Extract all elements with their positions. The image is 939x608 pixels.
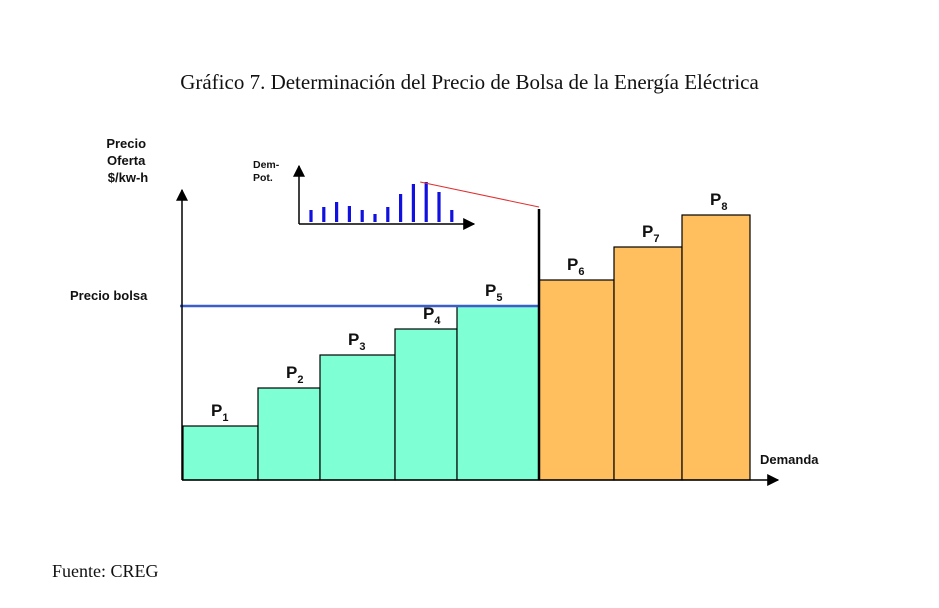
inset-y-label-line-2: Pot.: [253, 172, 273, 184]
bar-label-p5: P5: [485, 281, 502, 304]
inset-chart: Dem- Pot.: [253, 159, 540, 230]
inset-bar: [386, 207, 390, 222]
bar-p7: [613, 246, 683, 481]
inset-bar: [424, 182, 428, 222]
inset-bar: [373, 214, 377, 222]
inset-trend-line: [420, 181, 540, 208]
bar-label-p2: P2: [286, 363, 303, 386]
inset-bar: [309, 210, 313, 222]
inset-bar: [411, 184, 415, 222]
inset-bar: [450, 210, 454, 222]
inset-bar: [347, 206, 351, 222]
bar-p3: [319, 354, 396, 481]
chart-title: Gráfico 7. Determinación del Precio de B…: [180, 70, 759, 94]
inset-bar: [335, 202, 339, 222]
inset-bar: [322, 207, 326, 222]
x-axis-label: Demanda: [760, 452, 819, 467]
bar-label-p1: P1: [211, 401, 228, 424]
bar-label-p8: P8: [710, 190, 727, 213]
y-axis-label-line-2: Oferta: [107, 153, 146, 168]
inset-bar: [360, 210, 364, 222]
inset-y-label-line-1: Dem-: [253, 159, 280, 171]
bar-p8: [681, 214, 751, 481]
bar-p2: [257, 387, 321, 481]
source-note: Fuente: CREG: [52, 561, 159, 581]
bar-p1: [182, 425, 259, 481]
bar-label-p3: P3: [348, 330, 365, 353]
bars-layer: P1 P2 P3 P4 P5 P6 P7 P8: [182, 190, 751, 481]
bar-p4: [394, 328, 458, 481]
y-axis-label-line-1: Precio: [106, 136, 146, 151]
inset-bars: [309, 182, 454, 222]
bar-label-p6: P6: [567, 255, 584, 278]
reference-line-label: Precio bolsa: [70, 288, 148, 303]
bar-label-p7: P7: [642, 222, 659, 245]
inset-y-label: Dem- Pot.: [253, 159, 282, 184]
bar-p5: [456, 305, 540, 481]
inset-bar: [437, 192, 441, 222]
y-axis-label-line-3: $/kw-h: [108, 170, 149, 185]
bar-label-p4: P4: [423, 304, 441, 327]
bar-p6: [538, 279, 615, 481]
inset-bar: [399, 194, 403, 222]
y-axis-label: Precio Oferta $/kw-h: [106, 136, 149, 185]
